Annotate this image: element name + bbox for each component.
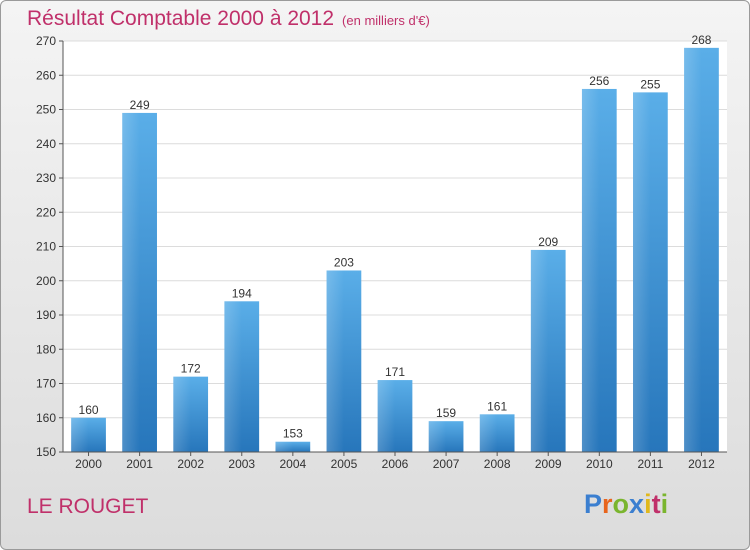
chart-title: Résultat Comptable 2000 à 2012 (en millie… (27, 7, 430, 31)
y-tick-label: 250 (36, 103, 56, 117)
logo-letter: t (651, 489, 661, 519)
bar-highlight (224, 301, 242, 452)
bar-highlight (530, 249, 549, 452)
logo-letter: r (602, 489, 613, 519)
y-tick-label: 150 (36, 445, 56, 459)
x-tick-label: 2001 (126, 457, 153, 471)
x-tick-label: 2000 (75, 457, 102, 471)
bar-highlight (122, 112, 140, 453)
x-tick-label: 2004 (279, 457, 306, 471)
bar-highlight (71, 417, 89, 452)
bar-value-label: 194 (232, 286, 252, 300)
bar-highlight (479, 414, 498, 452)
title-text: Résultat Comptable 2000 à 2012 (27, 7, 335, 30)
x-tick-label: 2008 (484, 457, 511, 471)
y-tick-label: 230 (36, 171, 56, 185)
bar-value-label: 203 (334, 255, 354, 269)
bar-value-label: 161 (487, 399, 507, 413)
bar-value-label: 255 (640, 77, 660, 91)
logo-letter: o (612, 489, 630, 519)
x-tick-label: 2009 (535, 457, 562, 471)
bar-value-label: 172 (181, 362, 201, 376)
bar-value-label: 209 (538, 235, 558, 249)
x-tick-label: 2007 (433, 457, 460, 471)
bar-highlight (684, 47, 702, 452)
chart-subtitle: (en milliers d'€) (342, 13, 430, 28)
y-tick-label: 220 (36, 205, 56, 219)
bar-highlight (633, 92, 651, 452)
bar-highlight (173, 376, 191, 452)
x-tick-label: 2006 (382, 457, 409, 471)
y-tick-label: 160 (36, 411, 56, 425)
y-axis: 150 160 170 180 190 200 210 220 230 240 250 260 270 (36, 34, 64, 459)
y-tick-label: 240 (36, 137, 56, 151)
x-tick-label: 2003 (228, 457, 255, 471)
y-tick-label: 260 (36, 68, 56, 82)
bar-highlight (428, 421, 447, 452)
bar-value-label: 153 (283, 427, 303, 441)
x-axis: 2000 2001 2002 2003 2004 2005 2006 2007 2008 2009… (63, 451, 727, 471)
bar-value-label: 256 (589, 74, 609, 88)
bar-highlight (275, 441, 293, 452)
y-tick-label: 180 (36, 342, 56, 356)
x-tick-label: 2012 (688, 457, 715, 471)
x-tick-label: 2005 (331, 457, 358, 471)
y-tick-label: 200 (36, 274, 56, 288)
logo-letter: x (629, 489, 645, 519)
bar-highlight (377, 380, 395, 452)
logo-letter: P (584, 489, 603, 519)
bar-value-label: 159 (436, 406, 456, 420)
commune-name: LE ROUGET (27, 495, 149, 518)
bar-highlight (326, 270, 344, 452)
logo-letter: i (660, 489, 669, 519)
bar-value-label: 268 (691, 33, 711, 47)
bars: 160 249 172 194 153 203 171 159 161 209 256 255 268 (71, 33, 719, 453)
proxiti-logo[interactable]: Proxiti (584, 489, 668, 520)
bar-value-label: 171 (385, 365, 405, 379)
x-tick-label: 2011 (637, 457, 663, 471)
bar-value-label: 249 (130, 98, 150, 112)
bar-value-label: 160 (79, 403, 99, 417)
y-tick-label: 190 (36, 308, 56, 322)
y-tick-label: 270 (36, 34, 56, 48)
y-tick-label: 170 (36, 377, 56, 391)
logo-letter: i (644, 489, 652, 519)
y-tick-label: 210 (36, 240, 56, 254)
x-tick-label: 2002 (177, 457, 204, 471)
x-tick-label: 2010 (586, 457, 613, 471)
bar-highlight (581, 88, 600, 452)
